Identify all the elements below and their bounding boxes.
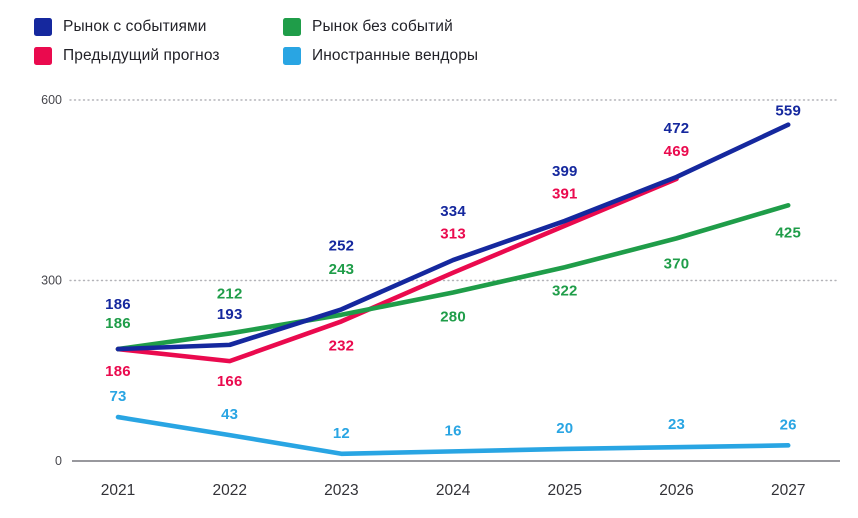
value-label-series0-2026: 472	[664, 120, 690, 137]
value-label-series2-2027: 425	[775, 224, 801, 241]
x-tick-label-2027: 2027	[771, 482, 805, 499]
chart-legend: Рынок с событиями Предыдущий прогноз Рын…	[34, 12, 478, 70]
value-label-series2-2023: 243	[329, 261, 355, 278]
legend-swatch-previous-forecast	[34, 46, 52, 65]
legend-label-foreign-vendors: Иностранные вендоры	[312, 46, 479, 64]
value-label-series2-2025: 322	[552, 282, 578, 299]
value-label-series3-2023: 12	[333, 425, 350, 442]
value-label-series0-2022: 193	[217, 306, 243, 323]
x-tick-label-2025: 2025	[548, 482, 582, 499]
value-label-series0-2025: 399	[552, 163, 578, 180]
value-label-series3-2021: 73	[109, 388, 126, 405]
y-tick-label-0: 0	[55, 454, 62, 468]
legend-item-foreign-vendors: Иностранные вендоры	[283, 46, 479, 65]
value-label-series1-2022: 166	[217, 373, 243, 390]
series-line-2	[115, 202, 791, 352]
value-label-series0-2024: 334	[440, 203, 466, 220]
legend-swatch-foreign-vendors	[283, 46, 301, 65]
legend-swatch-market-without-events	[283, 17, 301, 36]
series-line-1	[115, 176, 679, 364]
value-label-series2-2022: 212	[217, 285, 243, 302]
value-label-series2-2026: 370	[664, 255, 690, 272]
y-tick-label-600: 600	[41, 93, 62, 107]
value-label-series3-2022: 43	[221, 406, 238, 423]
legend-label-market-with-events: Рынок с событиями	[63, 17, 207, 35]
value-label-series3-2026: 23	[668, 416, 685, 433]
value-label-series0-2021: 186	[105, 296, 131, 313]
value-label-series1-2023: 232	[329, 337, 355, 354]
value-label-series2-2021: 186	[105, 315, 131, 332]
value-label-series1-2026: 469	[664, 143, 690, 160]
value-label-series0-2023: 252	[329, 237, 355, 254]
series-line-3	[115, 414, 791, 457]
value-label-series0-2027: 559	[775, 103, 801, 120]
value-label-series1-2024: 313	[440, 226, 466, 243]
value-label-series3-2025: 20	[556, 420, 573, 437]
value-label-series1-2025: 391	[552, 186, 578, 203]
series-line-0	[115, 122, 791, 352]
legend-item-market-without-events: Рынок без событий	[283, 17, 478, 36]
value-label-series2-2024: 280	[440, 309, 466, 326]
value-label-series3-2027: 26	[780, 416, 797, 433]
x-tick-label-2026: 2026	[659, 482, 693, 499]
legend-label-previous-forecast: Предыдущий прогноз	[63, 46, 220, 64]
legend-item-market-with-events: Рынок с событиями	[34, 17, 283, 36]
x-tick-label-2024: 2024	[436, 482, 471, 499]
value-label-series1-2021: 186	[105, 363, 131, 380]
legend-swatch-market-with-events	[34, 17, 52, 36]
legend-item-previous-forecast: Предыдущий прогноз	[34, 46, 283, 65]
legend-label-market-without-events: Рынок без событий	[312, 17, 453, 35]
value-label-series3-2024: 16	[445, 422, 462, 439]
x-tick-label-2023: 2023	[324, 482, 358, 499]
x-tick-label-2021: 2021	[101, 482, 135, 499]
x-tick-label-2022: 2022	[212, 482, 246, 499]
y-tick-label-300: 300	[41, 274, 62, 288]
